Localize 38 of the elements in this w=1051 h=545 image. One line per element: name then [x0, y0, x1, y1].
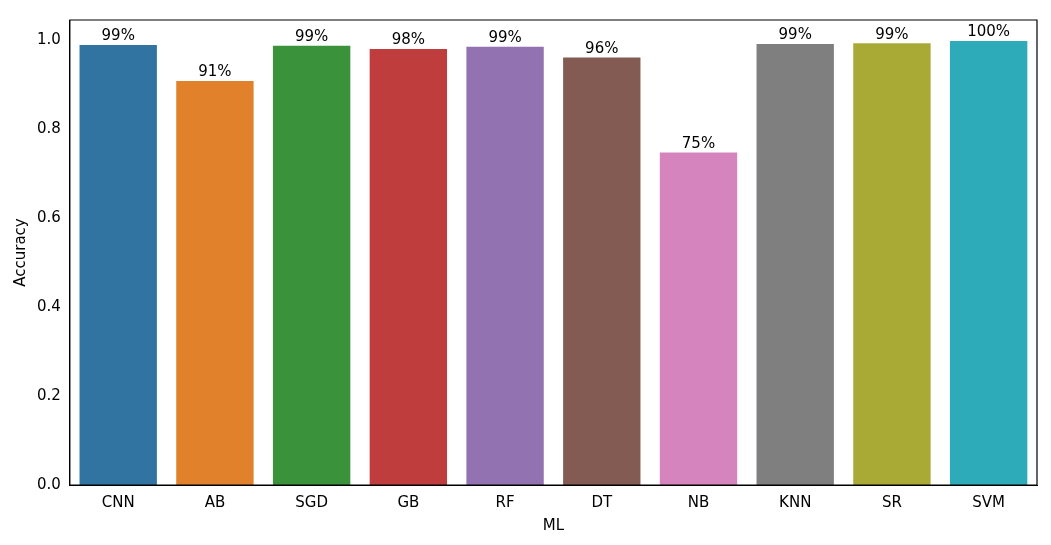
x-tick-label: DT: [591, 492, 613, 511]
data-label: 99%: [778, 25, 812, 44]
x-tick-label: NB: [687, 492, 710, 511]
x-tick-label: SVM: [972, 492, 1006, 511]
bar: [79, 44, 157, 485]
bar: [272, 45, 351, 485]
x-tick-label: SGD: [295, 492, 328, 511]
data-label: 99%: [875, 24, 909, 43]
data-label: 99%: [488, 28, 522, 47]
data-label: 100%: [967, 22, 1011, 41]
data-label: 91%: [198, 62, 232, 81]
data-label: 99%: [294, 27, 329, 46]
y-tick-label: 0.0: [37, 474, 61, 493]
bar: [176, 80, 254, 485]
bar: [949, 40, 1028, 485]
y-tick-label: 0.2: [37, 385, 61, 404]
x-tick-label: SR: [881, 492, 902, 511]
x-tick-label: CNN: [101, 492, 135, 511]
data-label: 98%: [391, 30, 426, 49]
bar: [369, 48, 448, 485]
x-tick-label: AB: [204, 492, 226, 511]
x-tick-label: KNN: [779, 492, 812, 511]
bar: [853, 43, 931, 485]
y-tick-label: 0.8: [37, 118, 61, 137]
bar: [563, 57, 641, 485]
y-tick-label: 0.6: [37, 207, 61, 226]
data-label: 75%: [681, 133, 716, 152]
y-axis-title: Accuracy: [10, 218, 29, 287]
y-tick-label: 1.0: [37, 29, 61, 48]
bar: [466, 46, 544, 485]
x-tick-label: RF: [495, 492, 515, 511]
x-tick-label: GB: [397, 492, 420, 511]
bar: [756, 44, 834, 485]
x-axis-title: ML: [542, 515, 565, 534]
data-label: 96%: [585, 38, 619, 57]
data-label: 99%: [101, 26, 135, 45]
y-tick-label: 0.4: [37, 296, 61, 315]
bar: [659, 152, 738, 485]
